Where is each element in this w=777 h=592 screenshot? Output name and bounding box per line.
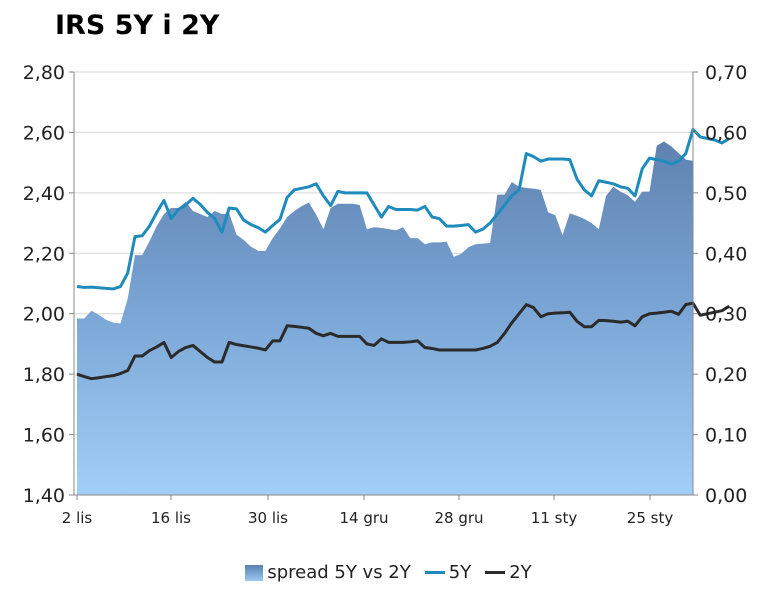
spread-area-layer [77,141,693,496]
y-left-tick-label: 2,20 [23,243,65,265]
x-tick-label: 2 lis [62,509,93,527]
legend-item-5y: 5Y [424,562,472,583]
y-right-tick-label: 0,10 [705,425,747,447]
legend-swatch-5y [424,571,445,574]
y-right-tick-label: 0,50 [705,183,747,205]
line-2y [76,301,731,381]
chart-title: IRS 5Y i 2Y [55,10,220,41]
legend-label-2y: 2Y [509,562,532,583]
y-right-tick-label: 0,70 [705,62,747,84]
legend-swatch-2y [485,571,506,574]
x-tick-label: 11 sty [531,509,578,527]
axes [69,71,698,500]
y-right-tick-label: 0,60 [705,122,747,144]
y-right-tick-label: 0,40 [705,243,747,265]
legend: spread 5Y vs 2Y 5Y 2Y [0,562,777,583]
spread-area [77,141,693,496]
y-right-tick-label: 0,00 [705,485,747,507]
legend-label-5y: 5Y [448,562,472,583]
y-left-tick-label: 2,80 [23,62,65,84]
legend-item-spread: spread 5Y vs 2Y [245,562,411,583]
legend-label-spread: spread 5Y vs 2Y [267,562,411,583]
y-left-tick-label: 1,80 [23,364,65,386]
y-left-tick-label: 1,40 [23,485,65,507]
x-tick-label: 25 sty [627,509,674,527]
legend-swatch-spread [245,564,264,581]
legend-item-2y: 2Y [485,562,532,583]
x-tick-label: 14 gru [339,509,388,527]
y-left-tick-label: 2,40 [23,183,65,205]
x-tick-label: 16 lis [151,509,191,527]
y-left-tick-label: 2,60 [23,122,65,144]
y-left-tick-label: 1,60 [23,425,65,447]
tick-labels: 1,40 1,60 1,80 2,00 2,20 2,40 2,60 2,80 0,00 0,10… [23,62,748,527]
y-right-tick-label: 0,20 [705,364,747,386]
y-left-tick-label: 2,00 [23,304,65,326]
x-tick-label: 30 lis [248,509,288,527]
line-5y [76,127,731,291]
y-right-tick-label: 0,30 [705,304,747,326]
x-tick-label: 28 gru [434,509,483,527]
line-series-layer [76,127,731,381]
